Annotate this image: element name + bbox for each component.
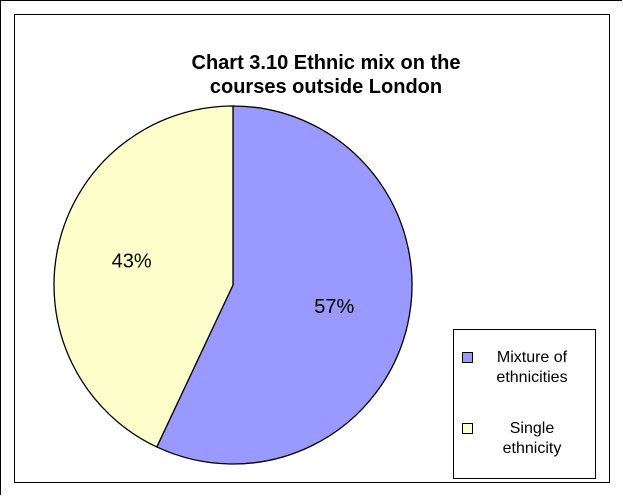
legend-swatch-mixture (462, 352, 473, 363)
pie-chart: 57% 43% (53, 105, 413, 465)
legend: Mixture of ethnicities Single ethnicity (453, 329, 596, 479)
pie-data-label-mixture: 57% (314, 296, 354, 318)
chart-title-line-2: courses outside London (209, 76, 443, 98)
legend-label-mixture-line-1: Mixture of (496, 349, 568, 366)
legend-swatch-single (462, 423, 473, 434)
legend-label-single-line-1: Single (509, 420, 555, 437)
chart-title: Chart 3.10 Ethnic mix on the courses out… (15, 51, 611, 99)
pie-slice-single (53, 105, 234, 448)
legend-item-mixture: Mixture of ethnicities (462, 348, 588, 388)
pie-data-label-single: 43% (112, 251, 152, 273)
chart-title-line-1: Chart 3.10 Ethnic mix on the (191, 52, 461, 74)
legend-label-mixture-line-2: ethnicities (496, 369, 568, 386)
pie-slice-mixture (155, 105, 413, 465)
legend-item-single: Single ethnicity (462, 419, 588, 459)
chart-area: Chart 3.10 Ethnic mix on the courses out… (14, 14, 610, 483)
legend-label-single-line-2: ethnicity (502, 440, 562, 457)
legend-label-mixture: Mixture of ethnicities (476, 348, 588, 388)
legend-label-single: Single ethnicity (476, 419, 588, 459)
